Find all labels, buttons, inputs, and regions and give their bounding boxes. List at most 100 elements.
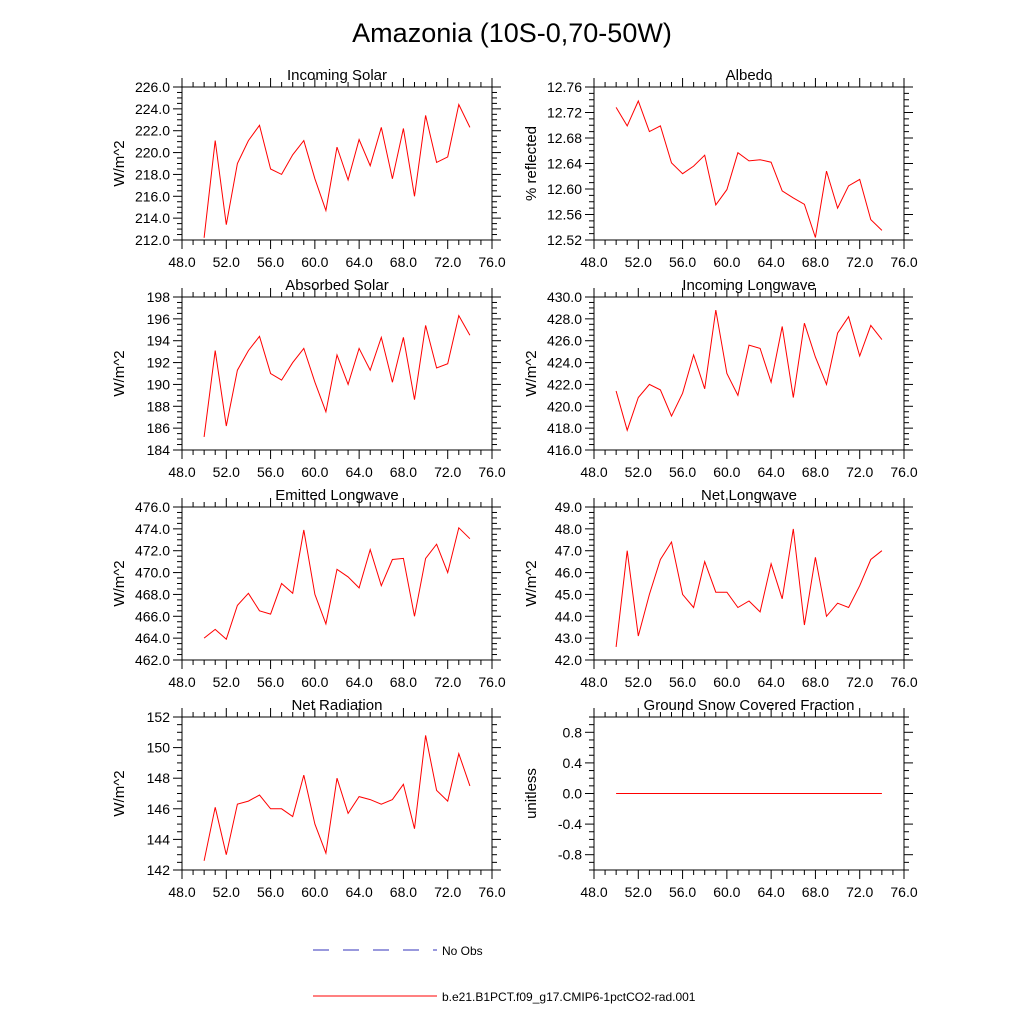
x-tick-label: 72.0 xyxy=(846,254,873,270)
y-tick-label: 196 xyxy=(147,311,171,327)
x-tick-label: 64.0 xyxy=(346,254,373,270)
x-tick-label: 68.0 xyxy=(802,464,829,480)
x-tick-label: 56.0 xyxy=(257,254,284,270)
x-tick-label: 52.0 xyxy=(625,254,652,270)
figure-title: Amazonia (10S-0,70-50W) xyxy=(352,18,672,48)
x-tick-label: 72.0 xyxy=(434,674,461,690)
y-tick-label: 476.0 xyxy=(135,499,170,515)
y-tick-label: 0.8 xyxy=(563,724,583,740)
y-tick-label: -0.8 xyxy=(558,847,582,863)
y-tick-label: 12.60 xyxy=(547,181,582,197)
y-tick-label: 12.64 xyxy=(547,156,582,172)
y-axis-label: W/m^2 xyxy=(111,140,128,186)
x-tick-label: 76.0 xyxy=(890,884,917,900)
y-tick-label: 152 xyxy=(147,709,171,725)
x-tick-label: 76.0 xyxy=(890,674,917,690)
y-tick-label: 222.0 xyxy=(135,123,170,139)
y-tick-label: 474.0 xyxy=(135,521,170,537)
x-tick-label: 52.0 xyxy=(213,254,240,270)
y-axis-label: W/m^2 xyxy=(111,350,128,396)
y-tick-label: 45.0 xyxy=(555,586,582,602)
x-tick-label: 76.0 xyxy=(478,884,505,900)
x-tick-label: 56.0 xyxy=(669,254,696,270)
x-tick-label: 48.0 xyxy=(168,464,195,480)
y-tick-label: 212.0 xyxy=(135,232,170,248)
x-tick-label: 52.0 xyxy=(213,674,240,690)
x-tick-label: 68.0 xyxy=(802,254,829,270)
x-tick-label: 64.0 xyxy=(346,464,373,480)
panel-title: Net Radiation xyxy=(292,697,383,714)
y-tick-label: 216.0 xyxy=(135,188,170,204)
y-tick-label: -0.4 xyxy=(558,816,582,832)
x-tick-label: 76.0 xyxy=(890,254,917,270)
panel-title: Ground Snow Covered Fraction xyxy=(644,697,855,714)
x-tick-label: 52.0 xyxy=(213,464,240,480)
y-tick-label: 220.0 xyxy=(135,145,170,161)
x-tick-label: 56.0 xyxy=(257,674,284,690)
x-tick-label: 72.0 xyxy=(846,464,873,480)
y-tick-label: 186 xyxy=(147,420,171,436)
y-tick-label: 42.0 xyxy=(555,652,582,668)
x-tick-label: 68.0 xyxy=(802,674,829,690)
y-tick-label: 142 xyxy=(147,862,171,878)
y-tick-label: 43.0 xyxy=(555,630,582,646)
legend: No Obs b.e21.B1PCT.f09_g17.CMIP6-1pctCO2-… xyxy=(313,944,696,1004)
x-tick-label: 72.0 xyxy=(434,464,461,480)
y-tick-label: 218.0 xyxy=(135,166,170,182)
x-tick-label: 48.0 xyxy=(580,674,607,690)
y-tick-label: 12.72 xyxy=(547,105,582,121)
x-tick-label: 60.0 xyxy=(301,674,328,690)
y-tick-label: 416.0 xyxy=(547,442,582,458)
y-tick-label: 188 xyxy=(147,398,171,414)
x-tick-label: 68.0 xyxy=(390,884,417,900)
y-tick-label: 418.0 xyxy=(547,420,582,436)
legend-entry-1: No Obs xyxy=(313,944,483,958)
panel-net-radiation: Net Radiation W/m^2 48.0 52.0 56.0 60.0 64.0 68… xyxy=(111,697,506,900)
y-tick-label: 0.0 xyxy=(563,786,583,802)
x-tick-label: 68.0 xyxy=(390,254,417,270)
x-tick-label: 48.0 xyxy=(580,464,607,480)
x-tick-label: 72.0 xyxy=(434,884,461,900)
y-tick-label: 224.0 xyxy=(135,101,170,117)
y-tick-label: 428.0 xyxy=(547,311,582,327)
y-tick-label: 48.0 xyxy=(555,521,582,537)
x-tick-label: 64.0 xyxy=(346,884,373,900)
x-tick-label: 76.0 xyxy=(478,674,505,690)
y-tick-label: 0.4 xyxy=(563,755,583,771)
y-tick-label: 422.0 xyxy=(547,376,582,392)
panel-net-longwave: Net Longwave W/m^2 48.0 52.0 56.0 60.0 64.0 68.… xyxy=(523,487,918,690)
x-tick-label: 60.0 xyxy=(713,464,740,480)
y-axis-label: W/m^2 xyxy=(523,560,540,606)
panel-title: Albedo xyxy=(726,67,773,84)
x-tick-label: 64.0 xyxy=(758,254,785,270)
panel-title: Incoming Longwave xyxy=(682,277,815,294)
series-line xyxy=(615,310,883,432)
panel-albedo: Albedo % reflected 48.0 52.0 56.0 60.0 64.0 68.… xyxy=(523,67,918,270)
y-axis-label: W/m^2 xyxy=(111,770,128,816)
y-tick-label: 464.0 xyxy=(135,630,170,646)
y-tick-label: 46.0 xyxy=(555,565,582,581)
legend-label: b.e21.B1PCT.f09_g17.CMIP6-1pctCO2-rad.00… xyxy=(442,990,696,1004)
x-tick-label: 64.0 xyxy=(346,674,373,690)
y-tick-label: 430.0 xyxy=(547,289,582,305)
y-tick-label: 214.0 xyxy=(135,210,170,226)
series-line xyxy=(203,102,471,238)
y-tick-label: 148 xyxy=(147,770,171,786)
x-tick-label: 56.0 xyxy=(669,884,696,900)
legend-entry-2: b.e21.B1PCT.f09_g17.CMIP6-1pctCO2-rad.00… xyxy=(313,990,696,1004)
y-tick-label: 472.0 xyxy=(135,543,170,559)
panel-title: Absorbed Solar xyxy=(285,277,388,294)
x-tick-label: 72.0 xyxy=(434,254,461,270)
y-tick-label: 420.0 xyxy=(547,398,582,414)
x-tick-label: 72.0 xyxy=(846,884,873,900)
y-tick-label: 466.0 xyxy=(135,608,170,624)
series-line xyxy=(203,735,471,861)
x-tick-label: 52.0 xyxy=(625,884,652,900)
panels: Incoming Solar W/m^2 48.0 52.0 56.0 60.0 64.0 6… xyxy=(111,67,918,900)
y-tick-label: 194 xyxy=(147,333,171,349)
y-tick-label: 190 xyxy=(147,376,171,392)
x-tick-label: 60.0 xyxy=(713,254,740,270)
x-tick-label: 60.0 xyxy=(301,884,328,900)
x-tick-label: 64.0 xyxy=(758,674,785,690)
